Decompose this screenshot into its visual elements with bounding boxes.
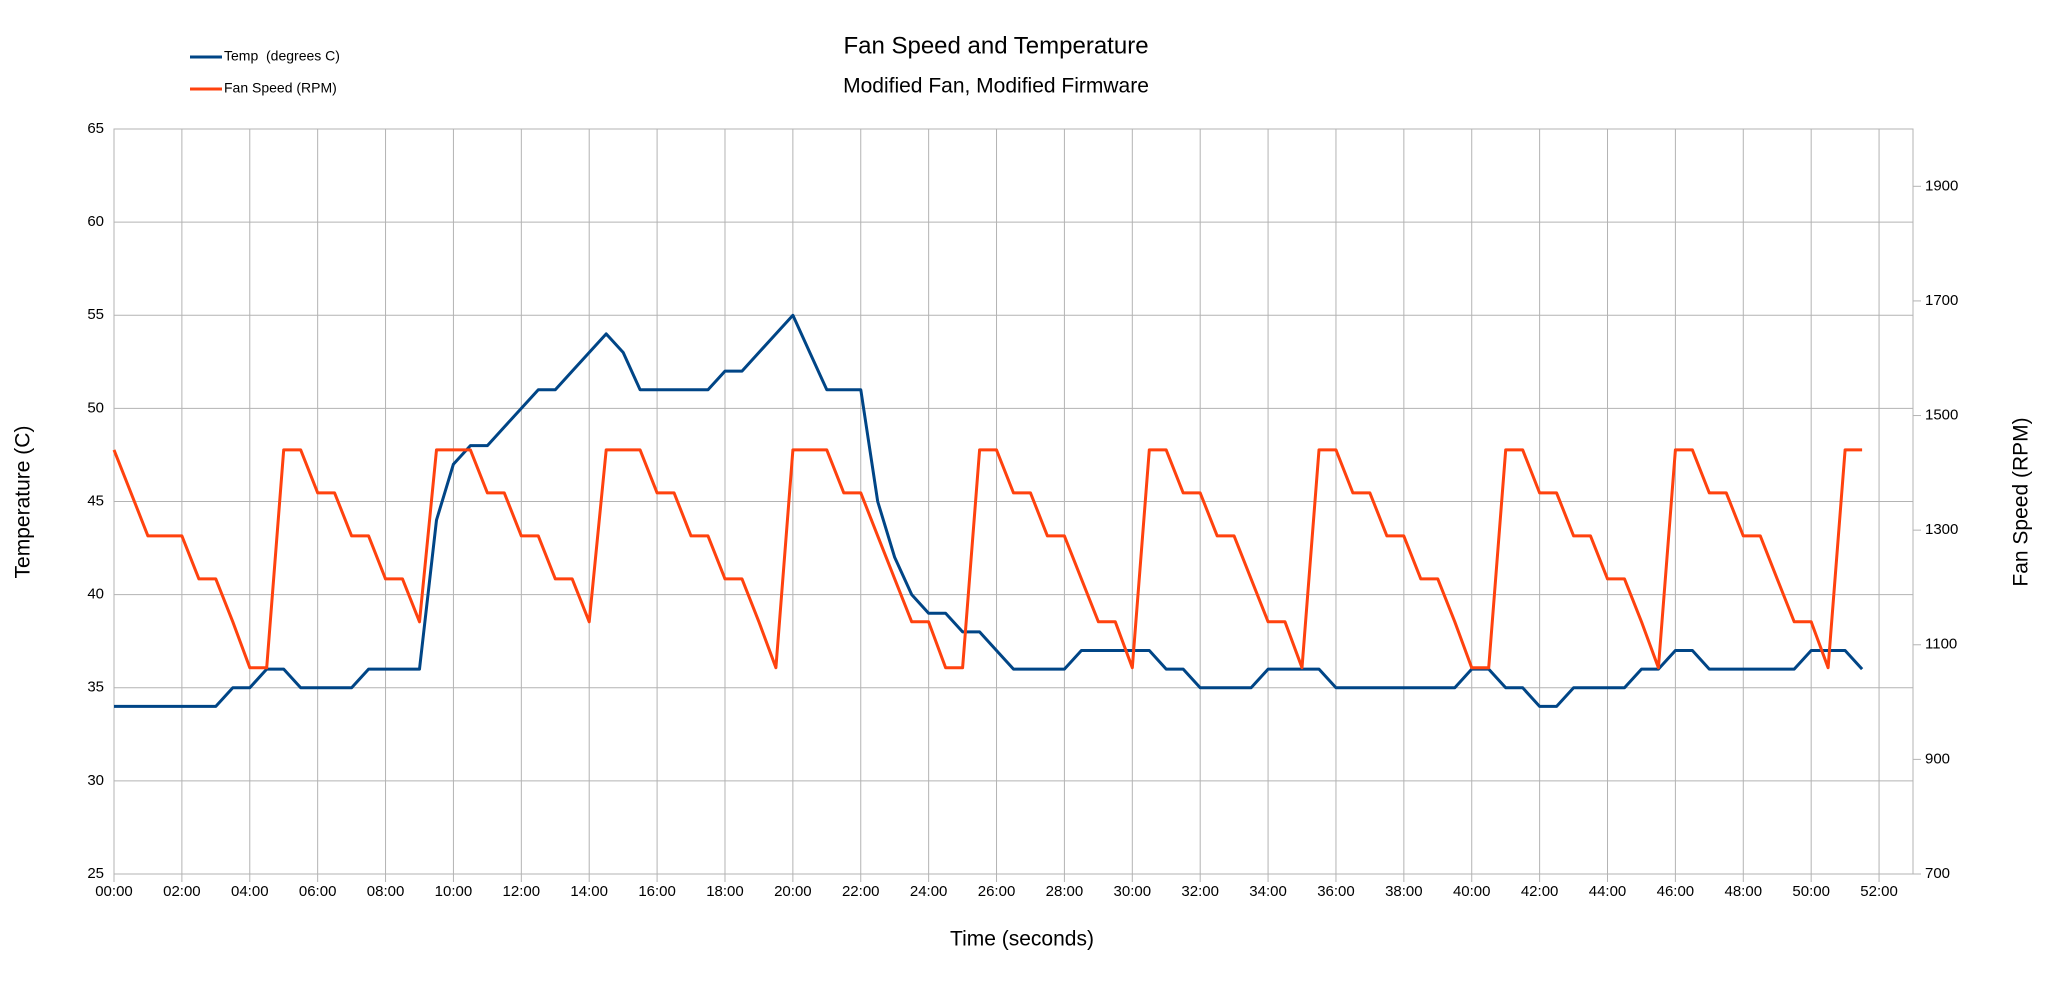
x-tick-label: 28:00	[1046, 883, 1084, 900]
y-tick-label: 25	[87, 865, 104, 882]
y-tick-label: 35	[87, 679, 104, 696]
x-tick-label: 08:00	[367, 883, 405, 900]
x-tick-label: 24:00	[910, 883, 948, 900]
series-line	[112, 448, 1863, 670]
x-tick-label: 52:00	[1860, 883, 1898, 900]
x-tick-label: 44:00	[1589, 883, 1627, 900]
y-tick-label: 45	[87, 492, 104, 509]
x-tick-label: 34:00	[1249, 883, 1287, 900]
y-tick-label: 55	[87, 306, 104, 323]
x-tick-label: 12:00	[503, 883, 541, 900]
x-tick-label: 10:00	[435, 883, 473, 900]
x-tick-label: 06:00	[299, 883, 337, 900]
x-tick-label: 38:00	[1385, 883, 1423, 900]
y2-tick-label: 1900	[1925, 177, 1958, 194]
y-axis-title: Temperature (C)	[12, 426, 35, 579]
x-tick-label: 02:00	[163, 883, 201, 900]
legend-label: Fan Speed (RPM)	[224, 80, 337, 96]
y2-tick-label: 1100	[1925, 636, 1957, 653]
x-tick-label: 42:00	[1521, 883, 1559, 900]
chart-title: Fan Speed and Temperature	[843, 32, 1148, 59]
y-tick-label: 30	[87, 772, 104, 789]
x-tick-label: 46:00	[1657, 883, 1695, 900]
x-tick-label: 26:00	[978, 883, 1016, 900]
x-tick-label: 48:00	[1725, 883, 1763, 900]
x-tick-label: 22:00	[842, 883, 880, 900]
x-axis-title: Time (seconds)	[950, 928, 1094, 951]
y-tick-label: 50	[87, 399, 104, 416]
y-tick-label: 65	[87, 120, 104, 137]
x-tick-label: 00:00	[95, 883, 133, 900]
x-tick-label: 16:00	[638, 883, 676, 900]
y-tick-label: 60	[87, 213, 104, 230]
y-tick-label: 40	[87, 586, 104, 603]
y2-tick-label: 1500	[1925, 407, 1958, 424]
x-tick-label: 30:00	[1114, 883, 1152, 900]
x-tick-label: 40:00	[1453, 883, 1491, 900]
x-tick-label: 04:00	[231, 883, 269, 900]
legend-label: Temp (degrees C)	[224, 48, 340, 64]
y2-tick-label: 700	[1925, 865, 1950, 882]
series-line	[114, 313, 1864, 708]
chart-subtitle: Modified Fan, Modified Firmware	[843, 75, 1149, 98]
x-tick-label: 18:00	[706, 883, 744, 900]
x-tick-label: 20:00	[774, 883, 812, 900]
x-tick-label: 50:00	[1792, 883, 1830, 900]
y2-axis-title: Fan Speed (RPM)	[2010, 417, 2033, 586]
x-tick-label: 32:00	[1181, 883, 1219, 900]
y2-tick-label: 900	[1925, 750, 1950, 767]
y2-tick-label: 1300	[1925, 521, 1958, 538]
y2-tick-label: 1700	[1925, 292, 1958, 309]
x-tick-label: 36:00	[1317, 883, 1355, 900]
x-tick-label: 14:00	[570, 883, 608, 900]
